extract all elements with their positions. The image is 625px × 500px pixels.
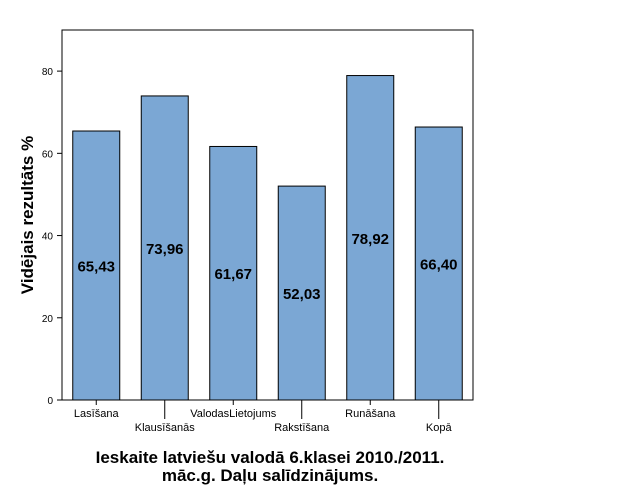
bar-value-label: 78,92: [351, 231, 389, 248]
bar: [72, 130, 121, 401]
bar-value-label: 73,96: [146, 241, 184, 258]
y-axis: 0 20 40 60 80: [42, 67, 62, 407]
bar: [140, 95, 189, 401]
bars: 65,43 73,96 61,67 52,03 78,92 66,40: [72, 75, 463, 401]
y-tick-label: 60: [42, 149, 54, 160]
x-category-label: Rakstīšana: [274, 422, 330, 434]
x-category-label: Klausīšanās: [135, 422, 195, 434]
x-category-label: Runāšana: [345, 408, 396, 420]
x-axis: Lasīšana Klausīšanās ValodasLietojums Rakst…: [74, 400, 453, 434]
x-category-label: ValodasLietojums: [190, 408, 277, 420]
bar-value-label: 65,43: [77, 259, 115, 276]
bar: [414, 126, 463, 401]
plot-frame: [61, 29, 474, 401]
bar-value-label: 61,67: [214, 266, 252, 283]
bar: [277, 185, 326, 401]
y-tick-label: 80: [42, 67, 54, 78]
bar-value-label: 66,40: [420, 257, 458, 274]
y-axis-label: Vidējais rezultāts %: [18, 136, 37, 294]
x-category-label: Lasīšana: [74, 408, 120, 420]
bar-value-label: 52,03: [283, 286, 321, 303]
y-tick-label: 20: [42, 314, 54, 325]
x-category-label: Kopā: [426, 422, 453, 434]
chart-title: Ieskaite latviešu valodā 6.klasei 2010./…: [0, 449, 540, 485]
bar: [209, 145, 258, 401]
chart-title-line-1: Ieskaite latviešu valodā 6.klasei 2010./…: [95, 448, 445, 467]
bar: [346, 75, 395, 401]
y-tick-label: 0: [47, 396, 53, 407]
y-tick-label: 40: [42, 232, 54, 243]
chart-title-line-2: māc.g. Daļu salīdzinājums.: [161, 466, 379, 485]
